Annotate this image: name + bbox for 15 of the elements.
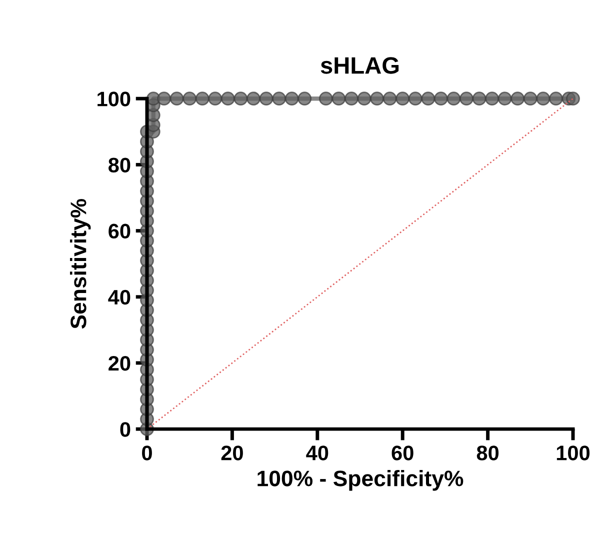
chart-title: sHLAG (320, 57, 399, 74)
y-tick-label: 100 (98, 92, 130, 106)
x-tick-label: 40 (306, 446, 328, 460)
y-tick-label: 60 (108, 224, 130, 239)
x-tick-label: 100 (556, 446, 590, 460)
y-tick-label: 20 (108, 356, 130, 371)
x-axis-title: 100% - Specificity% (258, 470, 464, 491)
x-tick-label: 60 (392, 446, 414, 460)
x-tick-label: 80 (476, 446, 499, 460)
y-tick-label: 80 (108, 158, 130, 172)
x-tick-label: 0 (142, 446, 152, 460)
x-tick-label: 20 (221, 446, 243, 460)
y-tick-label: 40 (108, 290, 130, 305)
y-axis-title: Sensitivity% (70, 198, 91, 329)
y-tick-label: 0 (120, 422, 130, 437)
